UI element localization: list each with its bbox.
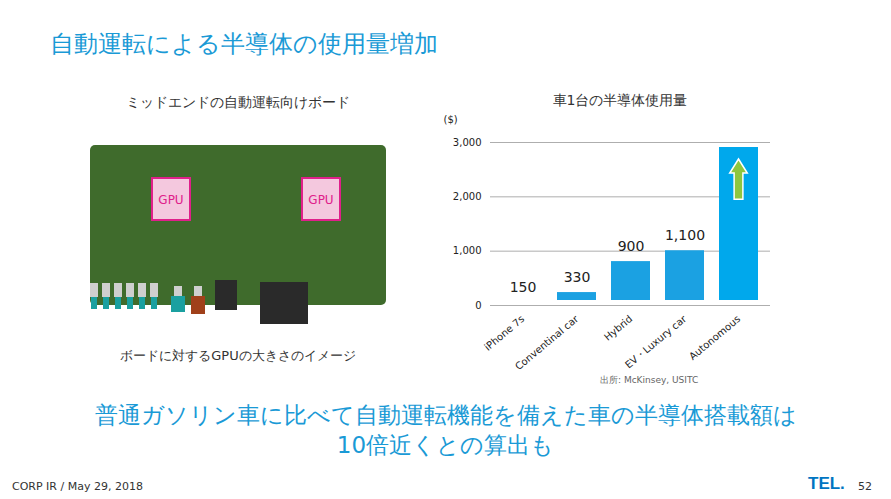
svg-text:ミッドエンドの自動運転向けボード: ミッドエンドの自動運転向けボード <box>126 94 350 110</box>
svg-text:0: 0 <box>475 300 481 311</box>
svg-text:($): ($) <box>444 114 458 125</box>
svg-text:EV・Luxury car: EV・Luxury car <box>623 313 689 371</box>
svg-text:1,000: 1,000 <box>453 245 482 256</box>
svg-text:GPU: GPU <box>158 193 183 207</box>
html-text:出所: McKinsey, USITC: 出所: McKinsey, USITC <box>600 375 699 385</box>
svg-text:150: 150 <box>510 279 537 295</box>
html-text:自動運転による半導体の使用量増加: 自動運転による半導体の使用量増加 <box>50 30 438 58</box>
html-text:52: 52 <box>858 480 872 493</box>
svg-text:330: 330 <box>564 269 591 285</box>
svg-text:900: 900 <box>618 238 645 254</box>
html-text:普通ガソリン車に比べて自動運転機能を備えた車の半導体搭載額は: 普通ガソリン車に比べて自動運転機能を備えた車の半導体搭載額は <box>94 402 797 428</box>
html-text:CORP IR / May 29, 2018: CORP IR / May 29, 2018 <box>12 480 143 493</box>
svg-text:1,100: 1,100 <box>665 227 705 243</box>
svg-text:3,000: 3,000 <box>453 137 482 148</box>
html-text:TEL.: TEL. <box>808 474 845 493</box>
svg-text:iPhone 7s: iPhone 7s <box>482 313 526 353</box>
svg-text:GPU: GPU <box>308 193 333 207</box>
svg-text:2,000: 2,000 <box>453 191 482 202</box>
svg-text:Conventinal car: Conventinal car <box>513 313 581 373</box>
svg-text:Hybrid: Hybrid <box>602 313 634 343</box>
html-text:10倍近くとの算出も: 10倍近くとの算出も <box>336 432 555 458</box>
svg-text:ボードに対するGPUの大きさのイメージ: ボードに対するGPUの大きさのイメージ <box>120 348 355 363</box>
html-text:車1台の半導体使用量: 車1台の半導体使用量 <box>552 92 688 108</box>
svg-text:Autonomous: Autonomous <box>687 313 742 362</box>
